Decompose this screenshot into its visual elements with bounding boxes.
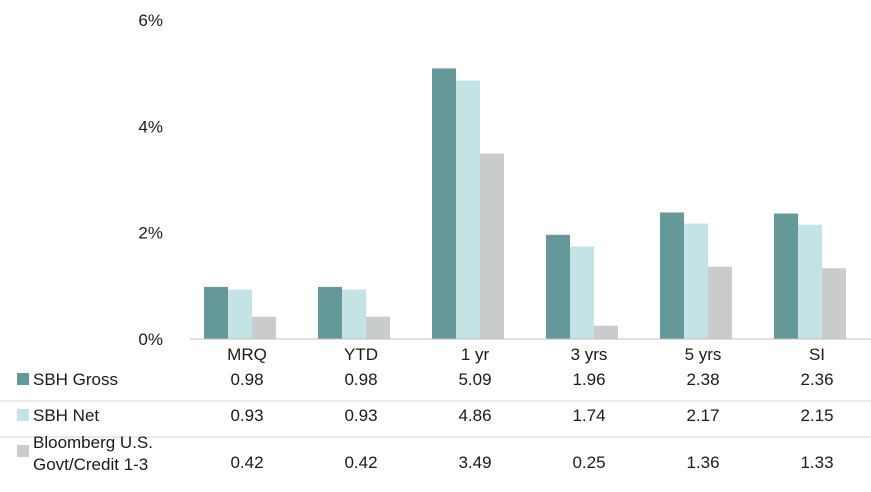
- data-label: 3.49: [458, 453, 491, 472]
- bar-series-0-mrq: [204, 286, 228, 339]
- bar-series-2-ytd: [366, 316, 390, 339]
- y-tick-label: 2%: [138, 224, 163, 243]
- data-label: 0.98: [230, 370, 263, 389]
- category-label: 1 yr: [461, 345, 490, 364]
- bar-series-1-5-yrs: [684, 223, 708, 339]
- bar-series-2-1-yr: [480, 153, 504, 339]
- legend-label: SBH Gross: [33, 370, 118, 389]
- data-table: SBH Gross 0.98 0.98 5.09 1.96 2.38 2.36 SBH Net…: [0, 370, 871, 474]
- bar-series-2-mrq: [252, 316, 276, 339]
- data-label: 2.15: [800, 406, 833, 425]
- bar-series-2-3-yrs: [594, 325, 618, 339]
- legend-label: SBH Net: [33, 406, 99, 425]
- data-label: 0.98: [344, 370, 377, 389]
- legend-swatch: [17, 445, 29, 457]
- table-row: SBH Net 0.93 0.93 4.86 1.74 2.17 2.15: [17, 406, 834, 425]
- data-label: 4.86: [458, 406, 491, 425]
- bar-series-1-1-yr: [456, 80, 480, 340]
- bar-series-1-ytd: [342, 289, 366, 339]
- data-label: 0.42: [230, 453, 263, 472]
- legend-swatch: [17, 373, 29, 385]
- data-label: 1.96: [572, 370, 605, 389]
- y-tick-label: 0%: [138, 330, 163, 349]
- data-label: 2.17: [686, 406, 719, 425]
- bar-series-1-3-yrs: [570, 246, 594, 339]
- table-row: Bloomberg U.S. Govt/Credit 1-3 0.42 0.42 3.4…: [17, 433, 834, 474]
- x-axis-categories: MRQ YTD 1 yr 3 yrs 5 yrs SI: [227, 345, 825, 364]
- legend-swatch: [17, 409, 29, 421]
- legend-label: Govt/Credit 1-3: [33, 455, 148, 474]
- table-row: SBH Gross 0.98 0.98 5.09 1.96 2.38 2.36: [17, 370, 834, 389]
- data-label: 0.42: [344, 453, 377, 472]
- data-label: 0.25: [572, 453, 605, 472]
- bar-series-1-mrq: [228, 289, 252, 339]
- data-label: 1.33: [800, 453, 833, 472]
- y-tick-label: 4%: [138, 117, 163, 136]
- data-label: 0.93: [230, 406, 263, 425]
- data-label: 0.93: [344, 406, 377, 425]
- category-label: 5 yrs: [685, 345, 722, 364]
- data-label: 2.36: [800, 370, 833, 389]
- category-label: YTD: [344, 345, 378, 364]
- bar-series-1-si: [798, 224, 822, 339]
- data-label: 1.74: [572, 406, 605, 425]
- bars: [204, 68, 846, 340]
- y-axis: 0% 2% 4% 6%: [138, 11, 163, 349]
- category-label: MRQ: [227, 345, 267, 364]
- bar-series-2-si: [822, 268, 846, 339]
- data-label: 2.38: [686, 370, 719, 389]
- bar-series-0-ytd: [318, 286, 342, 339]
- bar-series-2-5-yrs: [708, 266, 732, 339]
- bar-series-0-5-yrs: [660, 212, 684, 339]
- data-label: 5.09: [458, 370, 491, 389]
- bar-series-0-si: [774, 213, 798, 339]
- bar-series-0-1-yr: [432, 68, 456, 340]
- y-tick-label: 6%: [138, 11, 163, 30]
- data-label: 1.36: [686, 453, 719, 472]
- bar-series-0-3-yrs: [546, 234, 570, 339]
- category-label: 3 yrs: [571, 345, 608, 364]
- legend-label: Bloomberg U.S.: [33, 433, 153, 452]
- category-label: SI: [809, 345, 825, 364]
